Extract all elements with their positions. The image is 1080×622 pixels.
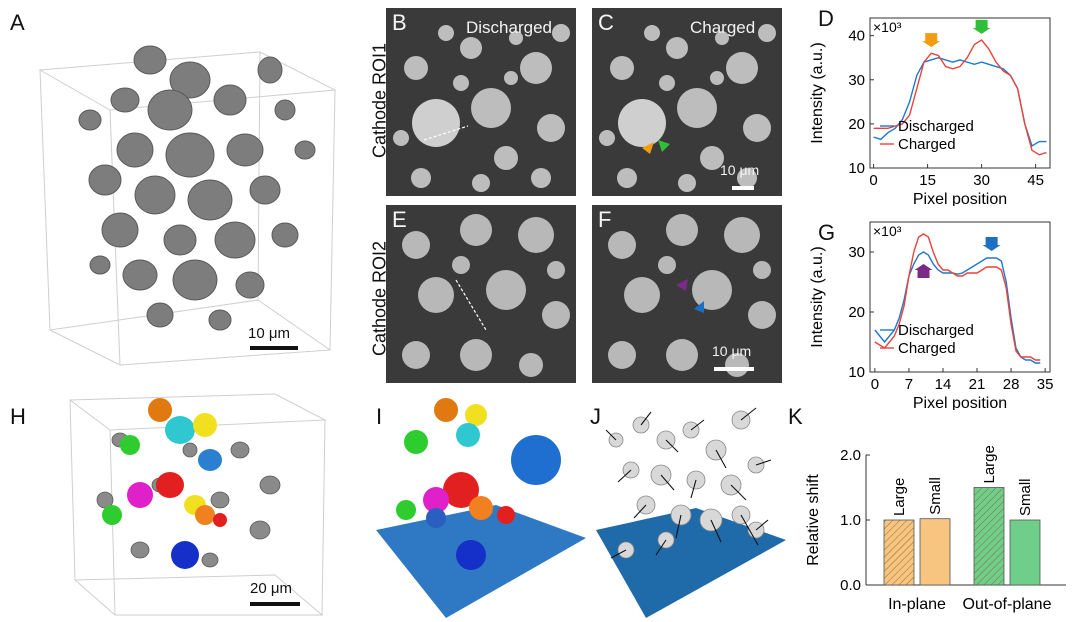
chart-k-ytick-label: 2.0 xyxy=(840,447,861,464)
panel-h-scalebar xyxy=(250,602,300,606)
chart-d-multiplier: ×10³ xyxy=(873,19,902,35)
panel-letter-i: I xyxy=(376,404,383,429)
panel-letter-a: A xyxy=(10,10,25,35)
chart-k-bar xyxy=(919,518,951,586)
chart-g-ytick-label: 30 xyxy=(848,244,865,261)
chart-k-ytick-label: 1.0 xyxy=(840,512,861,529)
chart-k-bar-label: Small xyxy=(1017,478,1034,516)
chart-d-xtick-label: 15 xyxy=(919,172,936,189)
chart-k-bar-label: Large xyxy=(891,478,908,516)
chart-d-ytick-label: 40 xyxy=(848,28,865,45)
chart-d-marker-arrow xyxy=(922,33,941,48)
chart-g-xtick-label: 35 xyxy=(1037,376,1054,393)
chart-g-legend-label: Charged xyxy=(898,340,956,357)
chart-g-ytick-label: 20 xyxy=(848,304,865,321)
chart-g-xlabel: Pixel position xyxy=(913,395,1007,410)
panel-letter-k: K xyxy=(788,404,803,429)
micrograph-e-particles xyxy=(402,214,570,377)
chart-g-xtick-label: 21 xyxy=(969,376,986,393)
micrograph-f-particles xyxy=(608,214,776,377)
chart-g-series-charged xyxy=(874,233,1041,361)
chart-d-xtick-label: 45 xyxy=(1027,172,1044,189)
chart-k: 0.0 1.0 2.0 Relative shift Large Small Large Sm… xyxy=(806,445,1066,613)
chart-d-ytick-label: 30 xyxy=(848,72,865,89)
chart-d-ytick-label: 20 xyxy=(848,116,865,133)
micrograph-b-title: Discharged xyxy=(466,18,552,37)
chart-d-legend-label: Discharged xyxy=(898,118,974,135)
micrograph-e: E xyxy=(386,205,576,383)
chart-d-series-charged xyxy=(873,39,1047,156)
chart-k-bar xyxy=(1009,519,1041,586)
micrograph-f-scale: 10 μm xyxy=(712,343,752,359)
chart-d-legend-label: Charged xyxy=(898,136,956,153)
chart-g-multiplier: ×10³ xyxy=(873,223,902,239)
micrograph-c: C Charged 10 μm xyxy=(592,8,782,196)
panel-a-scale-text: 10 μm xyxy=(248,325,290,342)
micrograph-b: B Discharged xyxy=(386,8,576,196)
panel-letter-g: G xyxy=(818,220,836,245)
chart-k-bar-label: Large xyxy=(981,445,998,483)
chart-k-group-label: Out-of-plane xyxy=(963,596,1052,613)
chart-g-marker-arrow xyxy=(914,264,933,278)
chart-d-ylabel: Intensity (a.u.) xyxy=(809,42,826,143)
chart-g-series-discharged xyxy=(874,251,1041,364)
chart-g-xtick-label: 7 xyxy=(905,376,913,393)
chart-d-ytick-label: 10 xyxy=(848,160,865,177)
panel-letter-b: B xyxy=(392,10,407,35)
micrograph-b-particles xyxy=(393,24,570,192)
chart-g-marker-arrow xyxy=(982,237,1001,251)
panel-letter-f: F xyxy=(598,207,612,232)
chart-d-xtick-label: 0 xyxy=(869,172,877,189)
micrograph-c-title: Charged xyxy=(690,18,756,37)
chart-g-ylabel: Intensity (a.u.) xyxy=(809,246,826,347)
chart-g-xtick-label: 0 xyxy=(871,376,879,393)
panel-h-3d-render xyxy=(68,393,327,616)
micrograph-c-particles xyxy=(599,24,776,192)
chart-g-xtick-label: 14 xyxy=(935,376,952,393)
chart-g-xtick-label: 28 xyxy=(1003,376,1020,393)
chart-k-bar xyxy=(883,519,915,586)
chart-k-bar-label: Small xyxy=(927,477,944,515)
panel-j-spheres xyxy=(596,407,786,618)
micrograph-f: F 10 μm xyxy=(592,205,782,383)
chart-d-xtick-label: 30 xyxy=(973,172,990,189)
panel-letter-c: C xyxy=(598,10,614,35)
micrograph-c-scale: 10 μm xyxy=(720,162,760,178)
chart-g-legend-label: Discharged xyxy=(898,322,974,339)
chart-k-group-label: In-plane xyxy=(888,596,946,613)
chart-g: 0 7 14 21 28 35 10 20 30 Pixel position Intensity … xyxy=(809,221,1054,410)
chart-d-marker-arrow xyxy=(972,19,991,34)
chart-k-bar xyxy=(973,487,1005,586)
panel-letter-j: J xyxy=(590,404,601,429)
panel-a-3d-render xyxy=(38,45,337,366)
panel-letter-h: H xyxy=(10,404,26,429)
chart-k-ytick-label: 0.0 xyxy=(840,577,861,594)
panel-a-scalebar xyxy=(250,346,298,350)
chart-d: 0 15 30 45 10 20 30 40 Pixel position Intensity (… xyxy=(809,17,1051,206)
chart-d-xlabel: Pixel position xyxy=(913,191,1007,206)
chart-d-plot-frame xyxy=(869,17,1051,169)
chart-g-plot-frame xyxy=(869,221,1051,373)
panel-h-scale-text: 20 μm xyxy=(250,580,292,597)
panel-i-spheres xyxy=(376,398,586,618)
chart-g-ytick-label: 10 xyxy=(848,364,865,381)
chart-k-ylabel: Relative shift xyxy=(806,474,822,566)
panel-letter-e: E xyxy=(392,207,407,232)
panel-letter-d: D xyxy=(818,6,834,31)
